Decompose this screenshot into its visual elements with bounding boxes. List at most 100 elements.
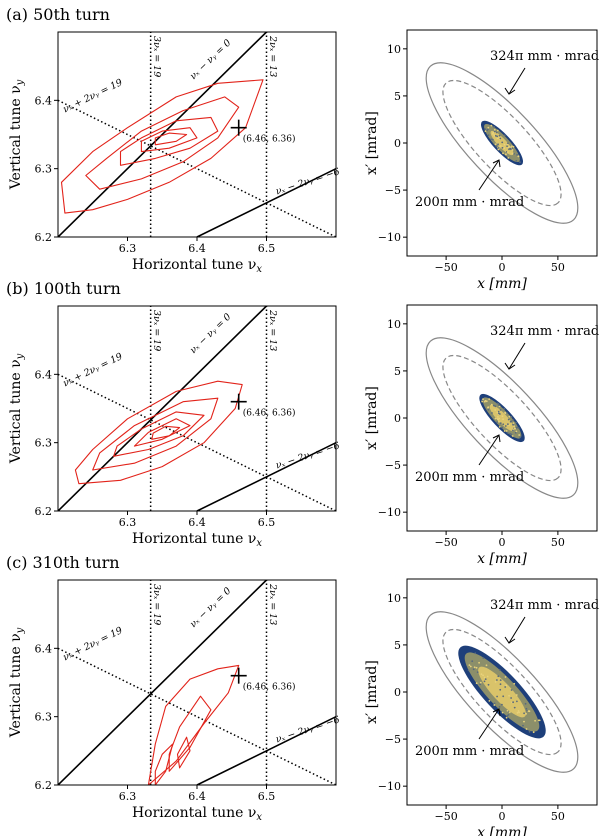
beam-particle [506, 145, 508, 148]
resonance-label: 3νₓ = 19 [151, 584, 162, 625]
beam-particle [504, 425, 507, 427]
density-contour [154, 132, 188, 146]
density-contour [176, 736, 191, 769]
x-axis-label-sub: x [256, 538, 262, 549]
y-tick-label: 6.2 [35, 779, 53, 792]
x-tick-label: 6.4 [188, 516, 206, 529]
resonance-label: 2νₓ = 13 [267, 309, 278, 351]
resonance-line-vx-minus-2vy [196, 715, 336, 785]
tune-panel-1: (b) 100th turn νₓ + 2νᵧ = 19 νₓ − νᵧ = 0 3ν… [6, 279, 341, 549]
beam-particle [479, 681, 482, 684]
beam-particle [516, 712, 519, 714]
beam-particle [483, 680, 486, 683]
beam-particle [496, 129, 499, 132]
beam-particle [503, 430, 506, 432]
annotation-arrow [478, 708, 500, 740]
beam-particle [498, 134, 501, 137]
density-contour [154, 743, 174, 785]
y-tick-label: 6.3 [35, 711, 53, 724]
beam-particle [515, 430, 518, 433]
beam-particle [510, 433, 513, 436]
resonance-line-vx-minus-2vy [196, 167, 336, 237]
beam-particle [476, 671, 479, 674]
resonance-line-vx-minus-2vy [196, 441, 336, 511]
beam-particle [471, 660, 474, 663]
beam-particle [502, 152, 504, 155]
density-contour [113, 411, 205, 457]
beam-particle [506, 714, 509, 717]
x-axis-label: x [mm] [477, 551, 527, 567]
y-axis-label: Vertical tune νy [8, 627, 26, 738]
beam-particle [509, 146, 511, 148]
beam-particle [528, 730, 531, 733]
x-tick-label: 6.5 [258, 242, 276, 255]
resonance-line-vx-minus-vy [58, 32, 268, 237]
beam-particle [516, 700, 518, 703]
annotation-arrow-head [492, 434, 501, 443]
density-contour [147, 664, 240, 785]
density-contour [140, 127, 198, 153]
plot-area [58, 580, 336, 785]
beam-particle [510, 697, 512, 699]
annotation-arrow [508, 67, 526, 95]
beam-particle [493, 130, 496, 133]
y-tick-label: 6.4 [35, 642, 53, 655]
beam-particle [494, 409, 497, 411]
beam-particle [495, 145, 498, 148]
beam-particle [484, 130, 487, 133]
beam-particle [512, 145, 515, 148]
beam-particle [513, 706, 516, 709]
beam-particle [492, 138, 494, 141]
beam-particle [493, 404, 495, 407]
x-tick-label: 50 [551, 261, 565, 274]
plot-area [58, 306, 336, 511]
beam-particle [482, 674, 484, 677]
beam-particle [525, 713, 527, 715]
beam-particle [493, 126, 495, 128]
tune-panel-2: (c) 310th turn νₓ + 2νᵧ = 19 νₓ − νᵧ = 0 3ν… [6, 553, 341, 823]
beam-particle [503, 147, 506, 150]
beam-particle [506, 710, 509, 712]
beam-particle [503, 134, 506, 137]
beam-particle [508, 711, 511, 714]
x-tick-label: 6.5 [258, 516, 276, 529]
beam-particle [510, 689, 513, 691]
beam-particle [496, 679, 498, 681]
beam-particle [496, 695, 498, 698]
beam-particle [494, 143, 497, 146]
beam-particle [510, 148, 512, 151]
beam-particle [515, 159, 518, 162]
beam-particle [469, 665, 472, 668]
beam-particle [491, 412, 493, 414]
x-axis-label: Horizontal tune νx [132, 257, 262, 275]
beam-particle [499, 683, 502, 686]
resonance-label: 2νₓ = 13 [267, 583, 278, 625]
beam-particle [508, 415, 511, 418]
x-tick-label: 6.3 [119, 242, 137, 255]
beam-particle [523, 720, 525, 723]
beam-particle [481, 400, 484, 403]
y-tick-label: 5 [394, 90, 401, 103]
beam-particle [502, 418, 504, 421]
beam-particle [518, 434, 521, 436]
beam-particle [507, 157, 510, 159]
beam-particle [497, 147, 500, 149]
y-tick-label: 6.4 [35, 368, 53, 381]
annotation-arrow-head [492, 159, 501, 168]
beam-particle [482, 398, 484, 401]
beam-particle [524, 702, 527, 705]
emittance-label-inner: 200π mm · mrad [415, 195, 524, 210]
beam-particle [503, 408, 506, 410]
y-axis-label-sub: y [15, 79, 26, 86]
beam-particle [501, 711, 504, 714]
beam-particle [498, 426, 501, 428]
beam-particle [487, 134, 490, 137]
beam-particle [487, 408, 490, 411]
x-tick-label: 6.3 [119, 516, 137, 529]
beam-particle [490, 124, 493, 127]
y-tick-label: −10 [378, 780, 401, 793]
beam-particle [534, 719, 536, 722]
emittance-ellipse-inner [442, 628, 562, 756]
